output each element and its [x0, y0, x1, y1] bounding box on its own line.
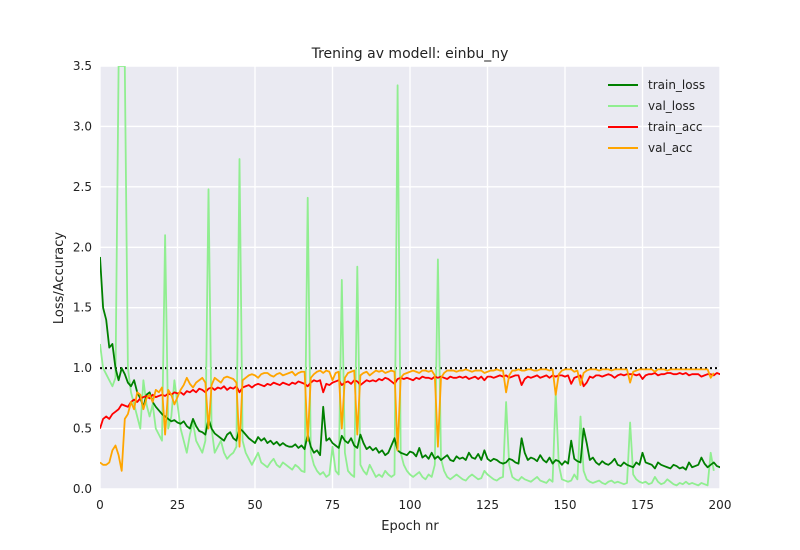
- x-tick-label: 125: [476, 498, 499, 512]
- x-axis-label: Epoch nr: [381, 519, 439, 534]
- legend-label-train-acc: train_acc: [648, 120, 702, 134]
- x-tick-label: 75: [325, 498, 340, 512]
- y-axis-ticks: 0.0 0.5 1.0 1.5 2.0 2.5 3.0 3.5: [73, 59, 92, 496]
- x-tick-label: 25: [170, 498, 185, 512]
- y-tick-label: 3.0: [73, 119, 92, 133]
- y-tick-label: 1.5: [73, 301, 92, 315]
- y-tick-label: 2.5: [73, 180, 92, 194]
- legend-label-val-acc: val_acc: [648, 141, 692, 155]
- y-tick-label: 2.0: [73, 240, 92, 254]
- y-tick-label: 3.5: [73, 59, 92, 73]
- x-tick-label: 200: [709, 498, 732, 512]
- series-line-train-acc: [100, 372, 720, 429]
- x-tick-label: 50: [247, 498, 262, 512]
- y-axis-label: Loss/Accuracy: [52, 232, 67, 325]
- series-line-val-loss: [100, 66, 715, 487]
- legend: train_loss val_loss train_acc val_acc: [608, 78, 705, 155]
- x-tick-label: 175: [631, 498, 654, 512]
- series-group: [100, 66, 720, 487]
- y-tick-label: 0.0: [73, 482, 92, 496]
- x-axis-ticks: 0 25 50 75 100 125 150 175 200: [96, 498, 731, 512]
- y-tick-label: 0.5: [73, 422, 92, 436]
- chart-title: Trening av modell: einbu_ny: [311, 46, 509, 62]
- x-tick-label: 150: [554, 498, 577, 512]
- series-line-train-loss: [100, 256, 720, 471]
- x-tick-label: 0: [96, 498, 104, 512]
- grid: [99, 65, 721, 490]
- x-tick-label: 100: [399, 498, 422, 512]
- series-line-val-acc: [100, 368, 715, 472]
- y-tick-label: 1.0: [73, 361, 92, 375]
- legend-label-train-loss: train_loss: [648, 78, 705, 92]
- legend-label-val-loss: val_loss: [648, 99, 695, 113]
